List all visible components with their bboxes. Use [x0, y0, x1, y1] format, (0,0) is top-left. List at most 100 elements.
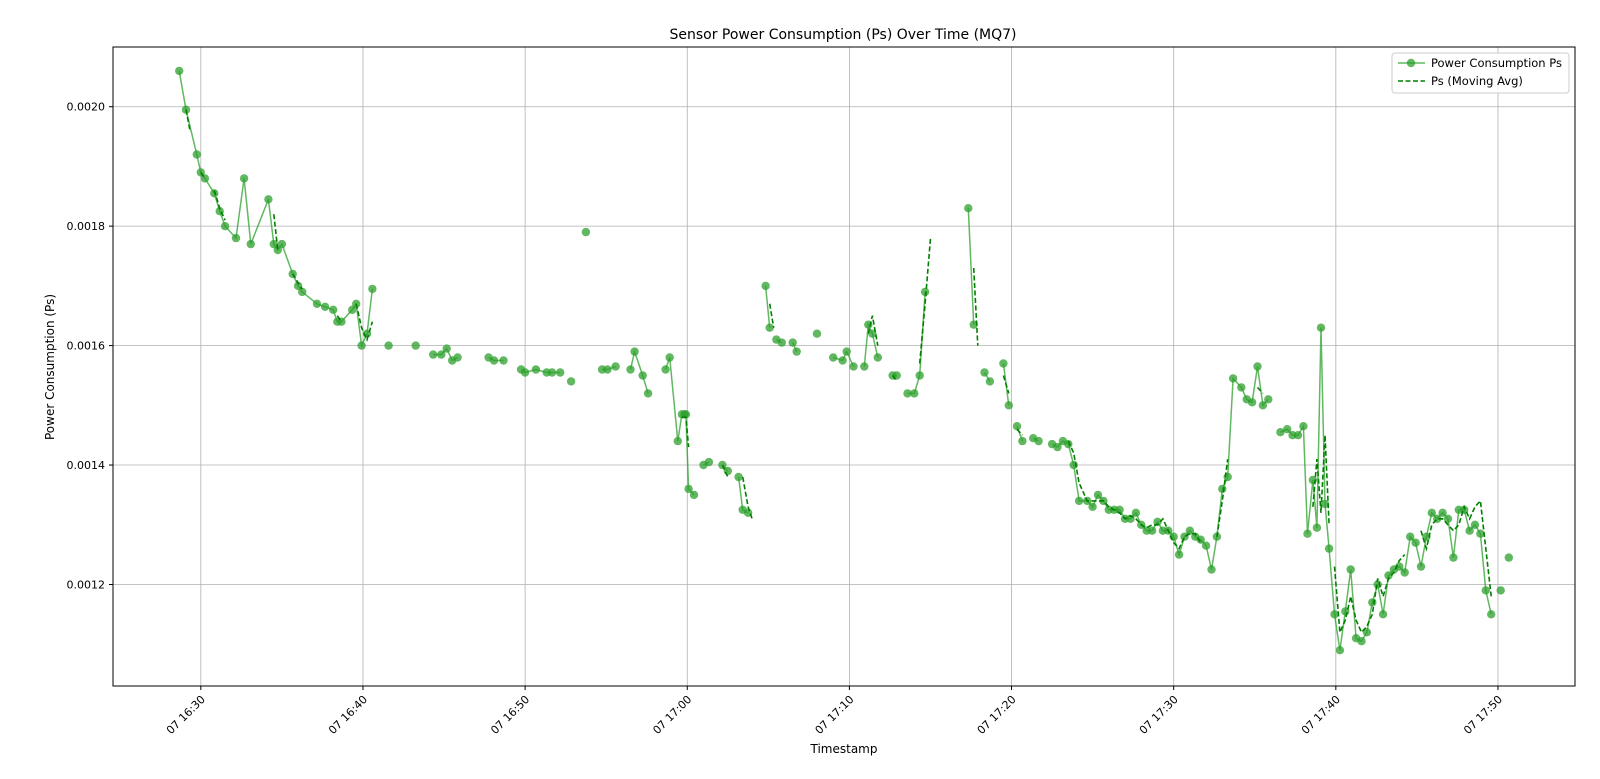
- moving-avg-line: [273, 214, 279, 251]
- moving-avg-line: [741, 476, 753, 520]
- power-consumption-point: [1053, 442, 1062, 452]
- power-consumption-point: [873, 353, 882, 362]
- moving-avg-line: [891, 375, 898, 382]
- power-consumption-point: [1004, 401, 1013, 410]
- power-consumption-point: [1264, 395, 1273, 404]
- power-consumption-point: [556, 368, 565, 377]
- power-consumption-point: [1406, 532, 1415, 541]
- power-consumption-point: [661, 365, 670, 374]
- power-consumption-point: [1384, 571, 1393, 580]
- power-consumption-point: [1395, 562, 1404, 571]
- chart-title: Sensor Power Consumption (Ps) Over Time …: [669, 27, 1016, 43]
- y-axis-label: Power Consumption (Ps): [43, 294, 57, 440]
- power-consumption-point: [1438, 508, 1447, 517]
- power-consumption-point: [1476, 529, 1485, 538]
- power-consumption-point: [298, 287, 307, 297]
- power-consumption-point: [437, 350, 446, 359]
- power-consumption-point: [531, 365, 541, 374]
- power-consumption-point: [1237, 383, 1246, 392]
- power-consumption-point: [999, 359, 1008, 368]
- power-consumption-point: [1416, 562, 1426, 571]
- moving-avg-line: [1016, 428, 1023, 436]
- power-consumption-point: [1299, 422, 1308, 431]
- power-consumption-point: [277, 239, 287, 249]
- power-consumption-point: [1316, 323, 1326, 332]
- power-consumption-point: [1153, 517, 1162, 526]
- moving-avg-line: [355, 303, 374, 342]
- power-consumption-point: [231, 233, 241, 243]
- power-consumption-point: [689, 490, 699, 500]
- power-consumption-point: [1018, 436, 1027, 446]
- power-consumption-point: [812, 329, 822, 338]
- moving-avg-line: [681, 416, 690, 448]
- moving-avg-line: [972, 267, 979, 346]
- power-consumption-point: [704, 457, 714, 467]
- power-consumption-point: [566, 377, 576, 386]
- power-consumption-point: [915, 371, 924, 380]
- power-consumption-point: [312, 299, 322, 308]
- power-consumption-point: [1258, 401, 1268, 410]
- moving-avg-line: [1333, 554, 1406, 634]
- power-consumption-point: [1346, 565, 1355, 574]
- power-consumption-point: [1470, 520, 1480, 529]
- power-consumption-point: [269, 239, 278, 249]
- power-consumption-point: [910, 389, 919, 398]
- power-consumption-point: [1012, 422, 1022, 431]
- power-consumption-point: [1247, 398, 1257, 407]
- power-consumption-point: [611, 362, 620, 371]
- power-consumption-line: [863, 321, 879, 367]
- power-consumption-point: [1368, 598, 1377, 607]
- power-consumption-point: [1174, 550, 1184, 559]
- power-consumption-point: [681, 410, 691, 419]
- power-consumption-point: [429, 350, 438, 359]
- power-consumption-point: [1228, 374, 1238, 383]
- moving-avg-line: [336, 315, 343, 323]
- power-consumption-point: [1064, 439, 1073, 449]
- power-consumption-point: [777, 338, 786, 347]
- power-consumption-point: [1465, 526, 1474, 535]
- power-consumption-point: [1147, 526, 1157, 535]
- power-consumption-point: [288, 269, 297, 279]
- power-consumption-point: [903, 389, 912, 398]
- power-consumption-point: [1201, 541, 1211, 550]
- power-consumption-point: [1293, 431, 1303, 440]
- power-consumption-point: [547, 368, 557, 377]
- power-consumption-point: [723, 466, 732, 476]
- power-consumption-point: [1131, 508, 1141, 517]
- plot-frame: [112, 46, 1576, 687]
- power-consumption-point: [1276, 428, 1285, 437]
- power-consumption-point: [220, 222, 230, 231]
- moving-avg-line: [185, 109, 191, 131]
- power-consumption-line: [967, 208, 975, 325]
- power-consumption-point: [1481, 586, 1491, 595]
- power-consumption-point: [1330, 610, 1339, 619]
- power-consumption-point: [1335, 646, 1345, 655]
- y-axis: 0.0012 0.0014 0.0016 0.0018 0.0020: [67, 101, 113, 591]
- power-consumption-point: [520, 368, 530, 377]
- power-consumption-point: [842, 347, 851, 356]
- power-consumption-point: [626, 365, 635, 374]
- power-consumption-point: [1443, 514, 1453, 523]
- power-consumption-point: [1324, 544, 1334, 553]
- power-consumption-point: [192, 150, 201, 159]
- moving-avg-line: [1312, 435, 1330, 525]
- power-consumption-point: [1320, 499, 1330, 509]
- power-consumption-point: [293, 281, 303, 291]
- power-consumption-point: [1074, 496, 1084, 506]
- legend-marker-power: [1406, 58, 1416, 68]
- power-consumption-point: [1400, 568, 1409, 577]
- y-tick-label: 0.0016: [67, 340, 106, 353]
- power-consumption-point: [630, 347, 639, 356]
- power-consumption-point: [1303, 529, 1312, 538]
- power-consumption-line: [629, 348, 649, 394]
- moving-avg-line: [200, 171, 206, 179]
- moving-avg-line: [867, 315, 879, 346]
- y-tick-label: 0.0012: [67, 578, 106, 591]
- power-consumption-point: [829, 353, 838, 362]
- legend-label-power: Power Consumption Ps: [1431, 56, 1562, 70]
- power-consumption-point: [1180, 532, 1189, 541]
- moving-avg-line: [1256, 386, 1264, 394]
- power-consumption-point: [329, 305, 338, 314]
- power-consumption-point: [273, 245, 282, 255]
